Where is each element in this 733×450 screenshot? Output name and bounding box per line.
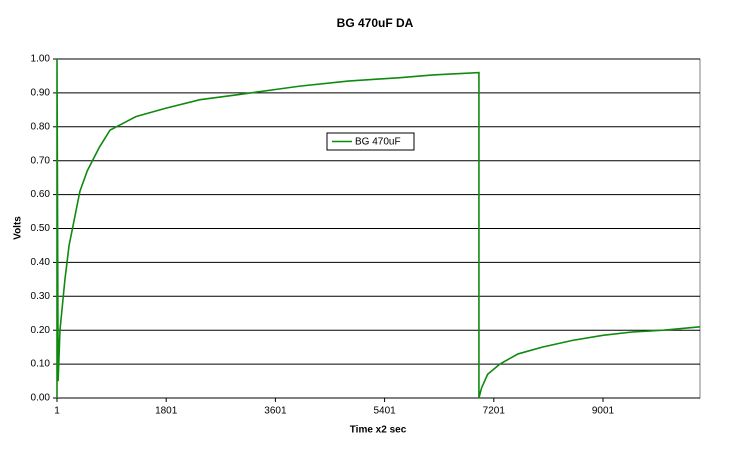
y-tick-label: 1.00 xyxy=(31,54,51,65)
x-tick-label: 1801 xyxy=(155,406,178,417)
y-tick-label: 0.10 xyxy=(31,359,51,370)
data-line xyxy=(56,58,701,399)
x-tick-label: 7201 xyxy=(483,406,506,417)
y-tick-label: 0.40 xyxy=(31,257,51,268)
y-tick-label: 0.80 xyxy=(31,121,51,132)
legend-box xyxy=(326,132,415,151)
y-axis-title: Volts xyxy=(13,216,24,240)
y-tick-label: 0.20 xyxy=(31,325,51,336)
x-tick-label: 9001 xyxy=(592,406,615,417)
x-tick-label: 5401 xyxy=(373,406,396,417)
x-tick-label: 3601 xyxy=(264,406,287,417)
legend-label: BG 470uF xyxy=(355,137,401,148)
x-axis-title: Time x2 sec xyxy=(350,425,407,436)
y-tick-label: 0.90 xyxy=(31,88,51,99)
y-tick-label: 0.30 xyxy=(31,291,51,302)
y-tick-label: 0.70 xyxy=(31,155,51,166)
x-tick-label: 1 xyxy=(54,406,60,417)
legend: BG 470uF xyxy=(326,132,415,151)
y-tick-label: 0.60 xyxy=(31,189,51,200)
y-tick-label: 0.00 xyxy=(31,393,51,404)
chart-title: BG 470uF DA xyxy=(337,16,414,30)
y-tick-label: 0.50 xyxy=(31,223,51,234)
